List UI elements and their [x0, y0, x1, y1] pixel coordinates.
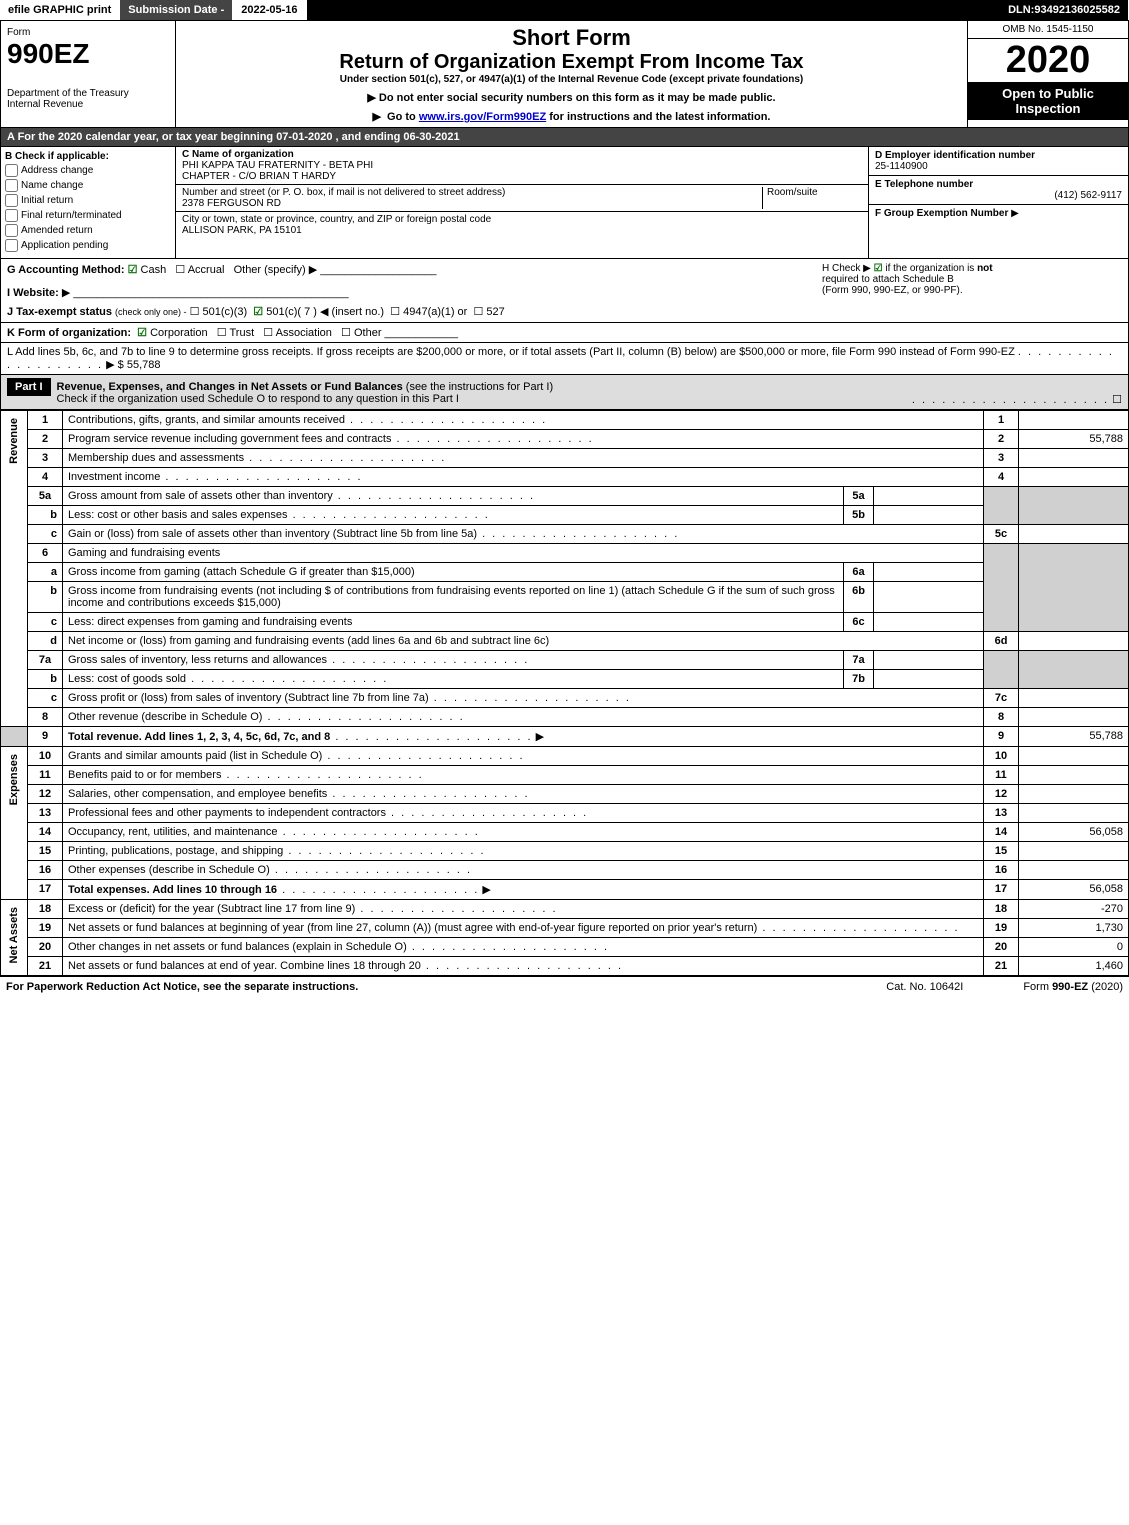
box-l: L Add lines 5b, 6c, and 7b to line 9 to … [0, 343, 1129, 375]
chk-501c-icon: ☑ [253, 306, 263, 318]
return-title: Return of Organization Exempt From Incom… [186, 51, 957, 74]
box-f-label: F Group Exemption Number [875, 208, 1008, 219]
box-c: C Name of organization PHI KAPPA TAU FRA… [176, 147, 868, 258]
chk-final-return[interactable] [5, 209, 18, 222]
city-value: ALLISON PARK, PA 15101 [182, 225, 302, 236]
phone-value: (412) 562-9117 [875, 190, 1122, 201]
chk-schedb-icon: ☑ [874, 263, 883, 274]
lines-table: Revenue 1 Contributions, gifts, grants, … [0, 410, 1129, 976]
chk-address-change[interactable] [5, 164, 18, 177]
submission-date-value: 2022-05-16 [233, 0, 306, 20]
efile-label: efile GRAPHIC print [0, 0, 120, 20]
form-number: 990EZ [7, 38, 169, 70]
box-k: K Form of organization: ☑ Corporation ☐ … [0, 323, 1129, 343]
top-bar: efile GRAPHIC print Submission Date - 20… [0, 0, 1129, 20]
omb-number: OMB No. 1545-1150 [968, 21, 1128, 39]
chk-initial-return[interactable] [5, 194, 18, 207]
form-label: Form [7, 27, 169, 38]
box-e-label: E Telephone number [875, 179, 973, 190]
box-f-arrow: ▶ [1011, 208, 1019, 219]
city-label: City or town, state or province, country… [182, 214, 491, 225]
addr-label: Number and street (or P. O. box, if mail… [182, 187, 505, 198]
addr-value: 2378 FERGUSON RD [182, 198, 281, 209]
dept-treasury: Department of the Treasury [7, 88, 169, 99]
box-i: I Website: ▶ ___________________________… [7, 286, 822, 299]
instr-no-ssn: Do not enter social security numbers on … [186, 91, 957, 104]
ein-value: 25-1140900 [875, 161, 928, 172]
footer: For Paperwork Reduction Act Notice, see … [0, 976, 1129, 997]
dln: DLN: 93492136025582 [1000, 0, 1129, 20]
expenses-label: Expenses [6, 750, 22, 809]
org-name-2: CHAPTER - C/O BRIAN T HARDY [182, 171, 336, 182]
instr-goto: Go to www.irs.gov/Form990EZ for instruct… [186, 110, 957, 123]
box-b-title: B Check if applicable: [5, 151, 171, 162]
box-j: J Tax-exempt status (check only one) - ☐… [7, 305, 822, 318]
chk-accrual-icon: ☐ [175, 264, 185, 276]
info-right: D Employer identification number 25-1140… [868, 147, 1128, 258]
chk-cash-icon: ☑ [128, 264, 138, 276]
paperwork-notice: For Paperwork Reduction Act Notice, see … [6, 981, 886, 993]
tax-year-line: A For the 2020 calendar year, or tax yea… [0, 128, 1129, 147]
chk-corp-icon: ☑ [137, 327, 147, 339]
chk-amended-return[interactable] [5, 224, 18, 237]
open-inspection: Open to Public Inspection [968, 82, 1128, 120]
part1-label: Part I [7, 378, 51, 396]
org-name-1: PHI KAPPA TAU FRATERNITY - BETA PHI [182, 160, 373, 171]
revenue-label: Revenue [6, 414, 22, 468]
chk-name-change[interactable] [5, 179, 18, 192]
box-h: H Check ▶ ☑ if the organization is not r… [822, 263, 1122, 318]
box-c-label: C Name of organization [182, 149, 294, 160]
header-right: OMB No. 1545-1150 2020 Open to Public In… [968, 21, 1128, 127]
submission-date-label: Submission Date - [120, 0, 233, 20]
irs-link[interactable]: www.irs.gov/Form990EZ [419, 111, 546, 123]
tax-year: 2020 [968, 39, 1128, 82]
part1-header: Part I Revenue, Expenses, and Changes in… [0, 375, 1129, 410]
dept-irs: Internal Revenue [7, 99, 169, 110]
chk-application-pending[interactable] [5, 239, 18, 252]
info-block: B Check if applicable: Address change Na… [0, 147, 1129, 259]
form-ref: Form 990-EZ (2020) [1023, 981, 1123, 993]
header-mid: Short Form Return of Organization Exempt… [176, 21, 968, 127]
section-ghij: G Accounting Method: ☑ Cash ☐ Accrual Ot… [0, 259, 1129, 323]
subtitle: Under section 501(c), 527, or 4947(a)(1)… [186, 74, 957, 85]
cat-no: Cat. No. 10642I [886, 981, 963, 993]
box-d-label: D Employer identification number [875, 150, 1035, 161]
box-b: B Check if applicable: Address change Na… [1, 147, 176, 258]
room-label: Room/suite [767, 187, 818, 198]
short-form-title: Short Form [186, 25, 957, 51]
box-g: G Accounting Method: ☑ Cash ☐ Accrual Ot… [7, 263, 822, 276]
netassets-label: Net Assets [6, 903, 22, 967]
form-header: Form 990EZ Department of the Treasury In… [0, 20, 1129, 128]
header-left: Form 990EZ Department of the Treasury In… [1, 21, 176, 127]
